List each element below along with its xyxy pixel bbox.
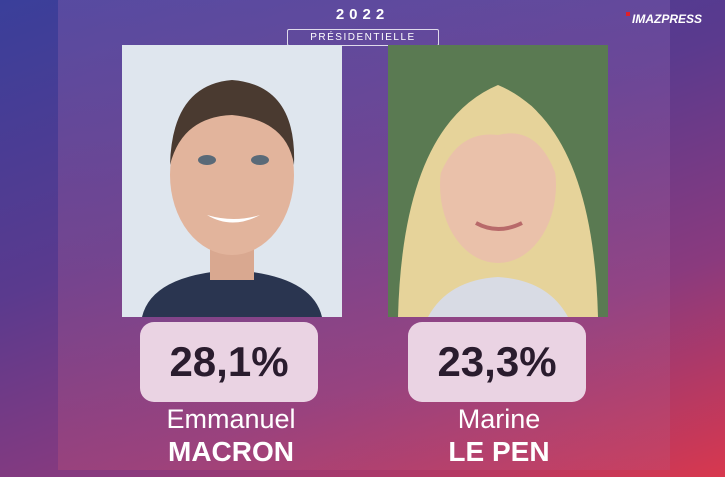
first-name: Marine [457,404,541,434]
photo-placeholder [388,45,608,317]
last-name: LE PEN [448,436,550,467]
year: 2022 [335,6,390,23]
photo-placeholder [122,45,342,317]
score: 23,3% [408,322,586,402]
subtitle: PRÉSIDENTIELLE [287,29,439,46]
candidate-photo [122,45,342,317]
score: 28,1% [140,322,318,402]
last-name: MACRON [168,436,294,467]
candidate-photo [388,45,608,317]
logo: IMAZPRESS [626,12,702,26]
first-name: Emmanuel [166,404,296,434]
